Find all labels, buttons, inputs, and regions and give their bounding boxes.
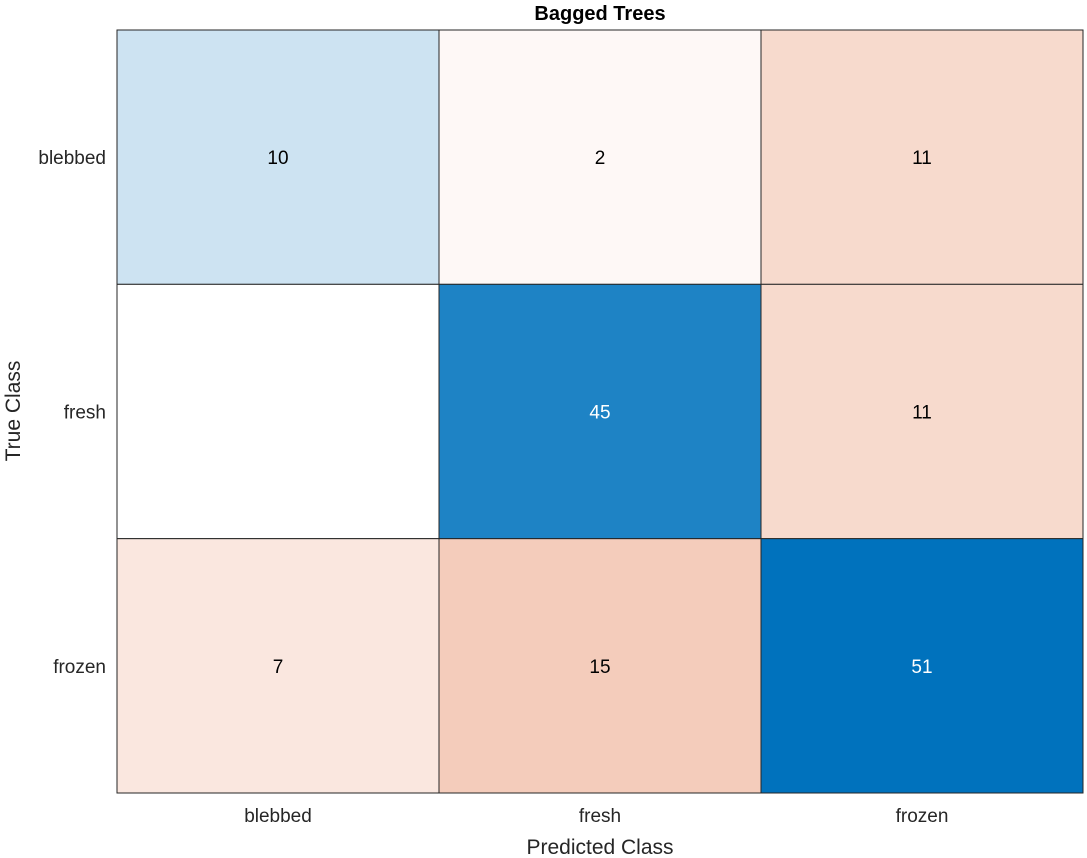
x-axis-label: Predicted Class: [526, 836, 673, 858]
matrix-cell: [116, 29, 440, 285]
cell-value-label: 15: [589, 657, 610, 678]
matrix-cell: [438, 29, 762, 285]
cell-value-label: 51: [911, 657, 932, 678]
chart-title: Bagged Trees: [534, 3, 665, 25]
x-axis-ticks: blebbed fresh frozen: [244, 806, 948, 827]
cell-value-label: 45: [589, 403, 610, 424]
matrix-cell: [438, 283, 762, 540]
matrix-cell: [116, 538, 440, 794]
matrix-cell: [116, 283, 440, 540]
y-axis-label: True Class: [2, 361, 25, 462]
cell-value-label: 7: [273, 657, 284, 678]
y-tick-label: blebbed: [38, 148, 106, 169]
x-tick-label: frozen: [896, 806, 949, 827]
y-tick-label: fresh: [64, 403, 106, 424]
y-axis-ticks: blebbed fresh frozen: [38, 148, 106, 678]
matrix-cell: [760, 29, 1084, 285]
cell-value-label: 11: [912, 148, 932, 169]
x-tick-label: fresh: [579, 806, 621, 827]
matrix-cell: [760, 538, 1084, 794]
matrix-cells: 10 2 11 45 11 7 15 51: [116, 29, 1084, 794]
y-tick-label: frozen: [53, 657, 106, 678]
cell-value-label: 10: [267, 148, 288, 169]
matrix-cell: [438, 538, 762, 794]
cell-value-label: 2: [595, 148, 606, 169]
cell-value-label: 11: [912, 403, 932, 424]
x-tick-label: blebbed: [244, 806, 312, 827]
matrix-cell: [760, 283, 1084, 540]
